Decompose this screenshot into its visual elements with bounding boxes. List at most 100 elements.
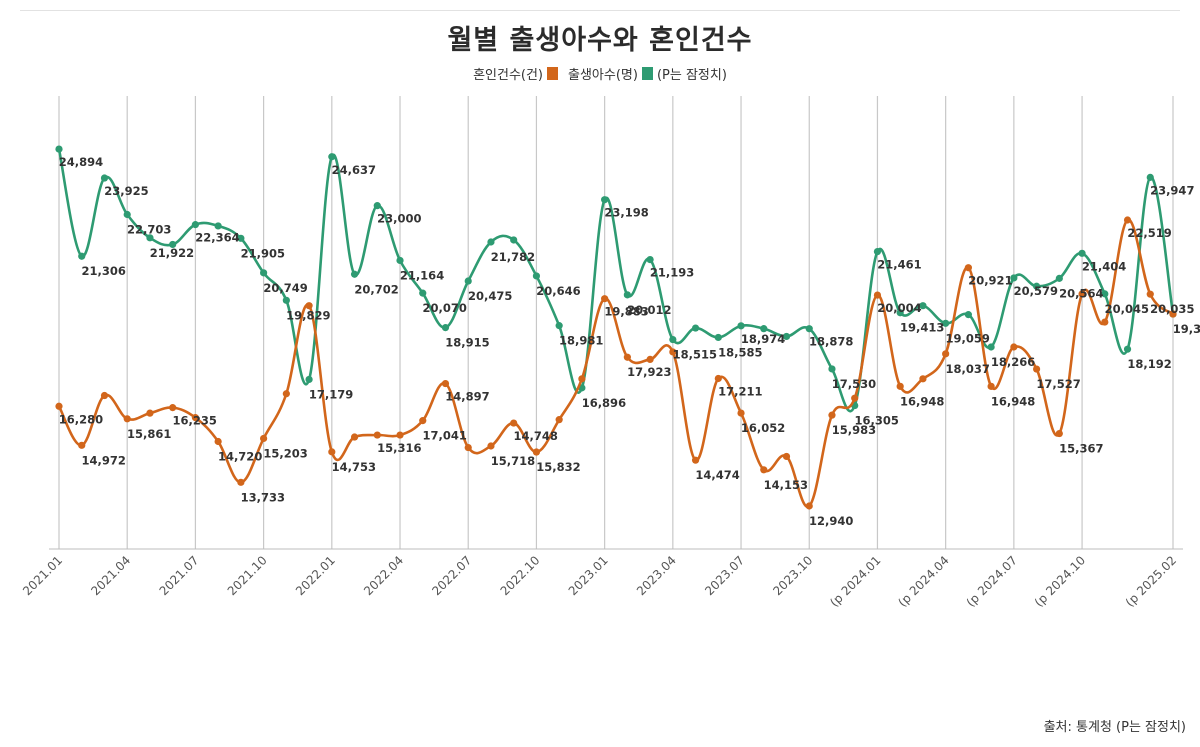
data-point-marriages [350, 433, 359, 441]
data-point-births [1101, 290, 1109, 298]
data-point-marriages [1078, 290, 1086, 298]
data-label-marriages: 13,733 [241, 490, 285, 504]
x-tick-label: (p 2024.04 [895, 553, 951, 609]
data-point-births [123, 210, 131, 219]
data-point-marriages [851, 394, 859, 402]
data-point-births [487, 238, 495, 246]
data-label-births: 24,637 [332, 163, 376, 177]
data-point-births [1032, 282, 1041, 290]
data-point-marriages [532, 448, 541, 456]
data-point-marriages [578, 375, 586, 383]
data-point-births [896, 309, 904, 317]
data-point-marriages [691, 456, 700, 464]
data-label-marriages: 14,474 [695, 468, 739, 482]
data-point-births [919, 302, 927, 310]
data-label-marriages: 16,052 [741, 421, 785, 435]
series-line-births [57, 147, 1175, 413]
data-point-marriages [487, 442, 495, 450]
data-label-marriages: 17,041 [423, 429, 467, 443]
data-point-marriages [623, 353, 631, 361]
data-label-births: 20,702 [354, 282, 398, 296]
data-label-births: 21,905 [241, 246, 285, 260]
data-label-births: 22,703 [127, 223, 171, 237]
data-point-marriages [896, 382, 904, 390]
data-label-births: 21,164 [400, 268, 444, 282]
data-label-marriages: 14,720 [218, 450, 262, 464]
data-label-marriages: 20,004 [877, 301, 921, 315]
data-label-births: 21,193 [650, 266, 694, 280]
data-point-marriages [646, 355, 654, 364]
data-label-marriages: 15,832 [536, 460, 580, 474]
data-point-marriages [1101, 318, 1109, 326]
data-point-births [214, 222, 222, 230]
data-point-marriages [919, 375, 927, 383]
data-label-marriages: 15,718 [491, 454, 535, 468]
data-label-births: 19,413 [900, 321, 944, 335]
data-point-marriages [669, 348, 677, 356]
legend-swatch-births [641, 67, 653, 80]
data-label-births: 16,305 [855, 414, 899, 428]
data-point-marriages [760, 466, 768, 474]
x-tick-label: 2022.01 [293, 553, 338, 598]
data-label-births: 23,198 [604, 206, 648, 220]
data-point-marriages [373, 431, 381, 439]
data-label-marriages: 14,972 [82, 453, 126, 467]
data-label-births: 19,370 [1173, 322, 1200, 336]
data-point-marriages [601, 295, 609, 303]
data-label-marriages: 14,153 [764, 478, 808, 492]
data-point-marriages [441, 379, 450, 388]
data-point-births [737, 322, 745, 330]
data-point-births [1055, 274, 1063, 282]
data-label-births: 21,461 [877, 258, 921, 272]
x-tick-label: (p 2024.07 [964, 553, 1020, 609]
data-label-marriages: 15,983 [832, 423, 876, 437]
data-point-births [55, 145, 63, 153]
data-point-births [169, 240, 177, 249]
data-point-births [873, 247, 882, 256]
data-label-marriages: 17,211 [718, 384, 762, 398]
data-point-births [441, 324, 450, 332]
data-label-births: 20,070 [423, 301, 467, 315]
data-point-births [282, 296, 290, 304]
data-label-births: 22,364 [195, 231, 239, 245]
legend-swatch-marriages [547, 67, 559, 80]
data-label-marriages: 15,203 [263, 446, 307, 460]
data-point-marriages [169, 404, 177, 412]
data-point-marriages [282, 390, 290, 398]
data-point-births [805, 325, 813, 333]
data-point-marriages [214, 437, 222, 446]
data-point-births [1010, 274, 1018, 282]
data-label-marriages: 18,037 [945, 362, 989, 376]
legend-label-marriages: 혼인건수(건) [473, 68, 544, 83]
x-tick-label: 2022.10 [498, 553, 543, 598]
data-label-births: 18,192 [1127, 357, 1171, 371]
data-point-births [691, 324, 700, 332]
data-point-births [100, 174, 109, 182]
data-label-births: 20,564 [1059, 286, 1103, 300]
data-point-births [555, 322, 563, 330]
legend: 혼인건수(건) 출생아수(명) (P는 잠정치) [0, 64, 1200, 83]
data-label-births: 19,829 [286, 308, 330, 322]
data-label-births: 21,922 [150, 246, 194, 260]
data-point-births [828, 365, 836, 373]
data-label-births: 20,045 [1105, 302, 1149, 316]
data-label-births: 16,896 [582, 396, 626, 410]
data-point-marriages [1032, 365, 1041, 373]
data-point-marriages [1146, 290, 1154, 298]
data-point-births [964, 311, 972, 319]
x-tick-label: 2023.04 [634, 553, 679, 598]
data-point-births [510, 236, 518, 244]
data-label-marriages: 16,235 [172, 414, 216, 428]
data-label-marriages: 14,748 [513, 429, 557, 443]
chart-title: 월별 출생아수와 혼인건수 [447, 25, 753, 56]
data-label-births: 21,782 [491, 250, 535, 264]
data-point-marriages [1169, 310, 1177, 318]
data-point-births [260, 269, 268, 277]
data-point-births [350, 270, 359, 278]
data-labels: 24,894 21,306 23,925 22,703 21,92222,36421,9… [59, 155, 1200, 528]
x-tick-label: 2023.01 [566, 553, 611, 598]
data-label-births: 17,179 [309, 387, 353, 401]
data-label-births: 18,266 [991, 355, 1035, 369]
x-tick-label: 2023.07 [702, 553, 747, 598]
data-label-births: 20,749 [263, 281, 307, 295]
